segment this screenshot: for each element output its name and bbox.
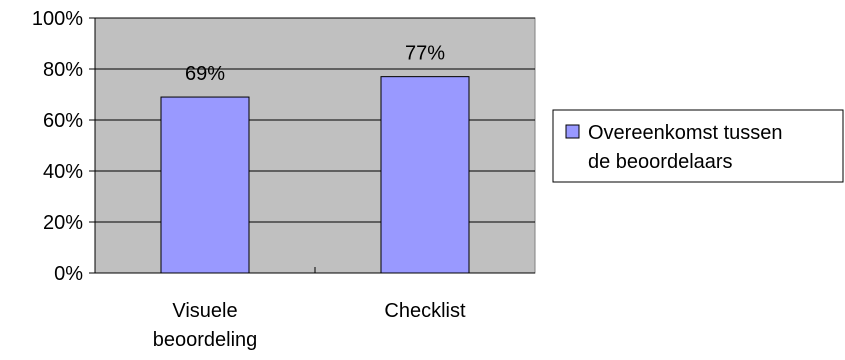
y-tick-labels: 0% 20% 40% 60% 80% 100%	[32, 8, 83, 285]
legend-swatch	[565, 124, 580, 139]
data-label: 77%	[405, 43, 445, 65]
legend-label-line-1: Overeenkomst tussen	[588, 122, 783, 144]
y-tick-label: 40%	[43, 161, 83, 183]
y-tick-label: 100%	[32, 8, 83, 30]
category-label: Checklist	[384, 300, 466, 322]
category-labels: Visuele beoordeling Checklist	[153, 300, 466, 351]
bar	[160, 96, 250, 274]
bar	[380, 76, 470, 274]
axes	[89, 17, 535, 274]
category-label: beoordeling	[153, 329, 258, 351]
y-tick-label: 20%	[43, 212, 83, 234]
category-label: Visuele	[172, 300, 237, 322]
data-label: 69%	[185, 63, 225, 85]
legend-box	[552, 109, 844, 183]
y-tick-label: 0%	[54, 263, 83, 285]
y-tick-label: 80%	[43, 59, 83, 81]
legend-label-line-2: de beoordelaars	[588, 151, 733, 173]
legend: Overeenkomst tussen de beoordelaars	[552, 109, 844, 183]
data-labels: 69% 77%	[185, 43, 445, 85]
bars	[160, 76, 470, 274]
y-tick-label: 60%	[43, 110, 83, 132]
